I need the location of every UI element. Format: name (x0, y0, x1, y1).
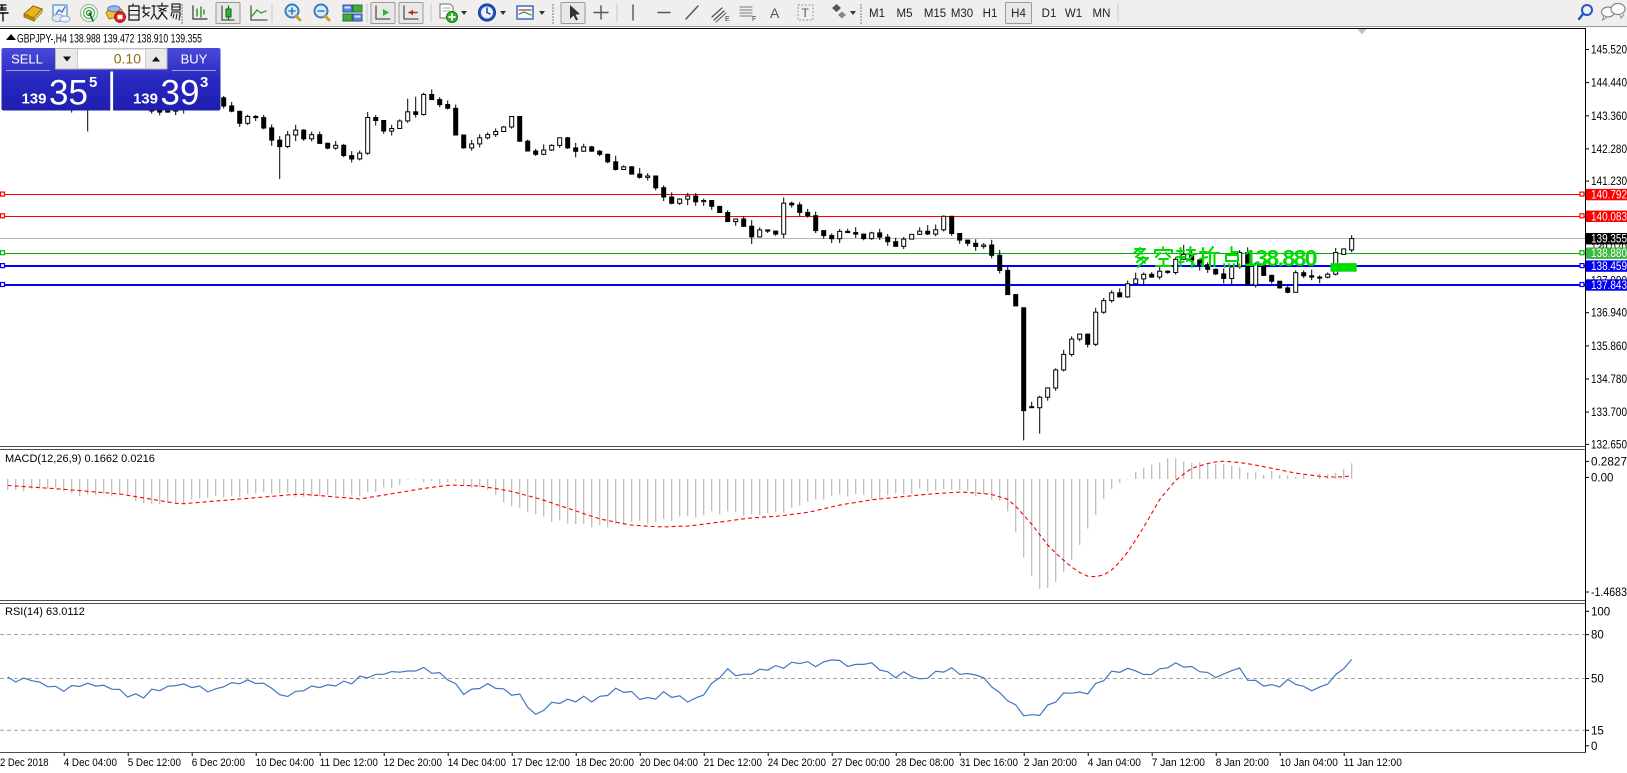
svg-text:27 Dec 00:00: 27 Dec 00:00 (832, 757, 890, 769)
svg-text:5 Dec 12:00: 5 Dec 12:00 (128, 757, 181, 769)
svg-text:E: E (725, 16, 730, 23)
svg-text:BUY: BUY (181, 52, 208, 67)
svg-text:MACD(12,26,9) 0.1662 0.0216: MACD(12,26,9) 0.1662 0.0216 (5, 453, 155, 465)
svg-text:2 Dec 2018: 2 Dec 2018 (0, 757, 49, 769)
svg-text:D1: D1 (1042, 8, 1057, 20)
svg-text:15: 15 (1591, 725, 1604, 737)
svg-text:80: 80 (1591, 630, 1604, 642)
svg-text:10 Jan 04:00: 10 Jan 04:00 (1280, 757, 1338, 769)
svg-text:4 Dec 04:00: 4 Dec 04:00 (64, 757, 117, 769)
svg-text:F: F (752, 16, 756, 23)
svg-text:142.280: 142.280 (1591, 144, 1627, 156)
svg-text:138.459: 138.459 (1591, 261, 1627, 273)
svg-text:M30: M30 (951, 8, 973, 20)
svg-text:12 Dec 20:00: 12 Dec 20:00 (384, 757, 442, 769)
svg-text:11 Jan 12:00: 11 Jan 12:00 (1344, 757, 1402, 769)
svg-text:143.360: 143.360 (1591, 111, 1627, 123)
svg-text:M1: M1 (869, 8, 885, 20)
svg-text:35: 35 (49, 74, 88, 113)
svg-text:M5: M5 (897, 8, 913, 20)
svg-text:T: T (802, 6, 810, 20)
svg-text:138.880: 138.880 (1244, 245, 1317, 271)
svg-text:144.440: 144.440 (1591, 78, 1627, 90)
svg-text:139: 139 (133, 91, 158, 108)
svg-text:100: 100 (1591, 606, 1610, 618)
svg-text:135.860: 135.860 (1591, 341, 1627, 353)
svg-text:0.00: 0.00 (1591, 473, 1613, 485)
svg-text:139.355: 139.355 (1591, 234, 1627, 246)
svg-text:0: 0 (1591, 741, 1597, 753)
svg-text:11 Dec 12:00: 11 Dec 12:00 (320, 757, 378, 769)
svg-text:0.2827: 0.2827 (1591, 456, 1627, 468)
svg-text:6 Dec 20:00: 6 Dec 20:00 (192, 757, 245, 769)
svg-text:8 Jan 20:00: 8 Jan 20:00 (1216, 757, 1269, 769)
svg-text:140.083: 140.083 (1591, 211, 1627, 223)
svg-text:134.780: 134.780 (1591, 374, 1627, 386)
svg-text:M15: M15 (924, 8, 946, 20)
svg-text:SELL: SELL (11, 52, 43, 67)
svg-text:-1.4683: -1.4683 (1591, 587, 1627, 599)
svg-text:2 Jan 20:00: 2 Jan 20:00 (1024, 757, 1077, 769)
svg-text:140.792: 140.792 (1591, 190, 1627, 202)
svg-text:W1: W1 (1065, 8, 1082, 20)
svg-text:28 Dec 08:00: 28 Dec 08:00 (896, 757, 954, 769)
svg-text:141.230: 141.230 (1591, 176, 1627, 188)
svg-text:3: 3 (200, 74, 208, 91)
svg-text:21 Dec 12:00: 21 Dec 12:00 (704, 757, 762, 769)
svg-text:145.520: 145.520 (1591, 45, 1627, 57)
svg-text:138.880: 138.880 (1591, 248, 1627, 260)
svg-text:24 Dec 20:00: 24 Dec 20:00 (768, 757, 826, 769)
svg-text:H1: H1 (983, 8, 998, 20)
svg-text:133.700: 133.700 (1591, 407, 1627, 419)
svg-text:0.10: 0.10 (114, 51, 141, 67)
svg-text:14 Dec 04:00: 14 Dec 04:00 (448, 757, 506, 769)
svg-text:137.843: 137.843 (1591, 280, 1627, 292)
svg-text:50: 50 (1591, 674, 1604, 686)
svg-text:MN: MN (1093, 8, 1111, 20)
svg-text:7 Jan 12:00: 7 Jan 12:00 (1152, 757, 1205, 769)
svg-text:31 Dec 16:00: 31 Dec 16:00 (960, 757, 1018, 769)
svg-text:H4: H4 (1011, 8, 1026, 20)
svg-text:20 Dec 04:00: 20 Dec 04:00 (640, 757, 698, 769)
svg-text:132.650: 132.650 (1591, 439, 1627, 451)
svg-text:17 Dec 12:00: 17 Dec 12:00 (512, 757, 570, 769)
svg-text:39: 39 (161, 74, 200, 113)
svg-text:136.940: 136.940 (1591, 308, 1627, 320)
svg-text:GBPJPY-,H4 138.988 139.472 13: GBPJPY-,H4 138.988 139.472 138.910 139.3… (17, 34, 202, 46)
svg-text:5: 5 (89, 74, 97, 91)
svg-text:RSI(14) 63.0112: RSI(14) 63.0112 (5, 606, 85, 618)
svg-text:4 Jan 04:00: 4 Jan 04:00 (1088, 757, 1141, 769)
svg-text:10 Dec 04:00: 10 Dec 04:00 (256, 757, 314, 769)
svg-text:139: 139 (21, 91, 46, 108)
svg-text:A: A (770, 5, 780, 21)
svg-text:18 Dec 20:00: 18 Dec 20:00 (576, 757, 634, 769)
